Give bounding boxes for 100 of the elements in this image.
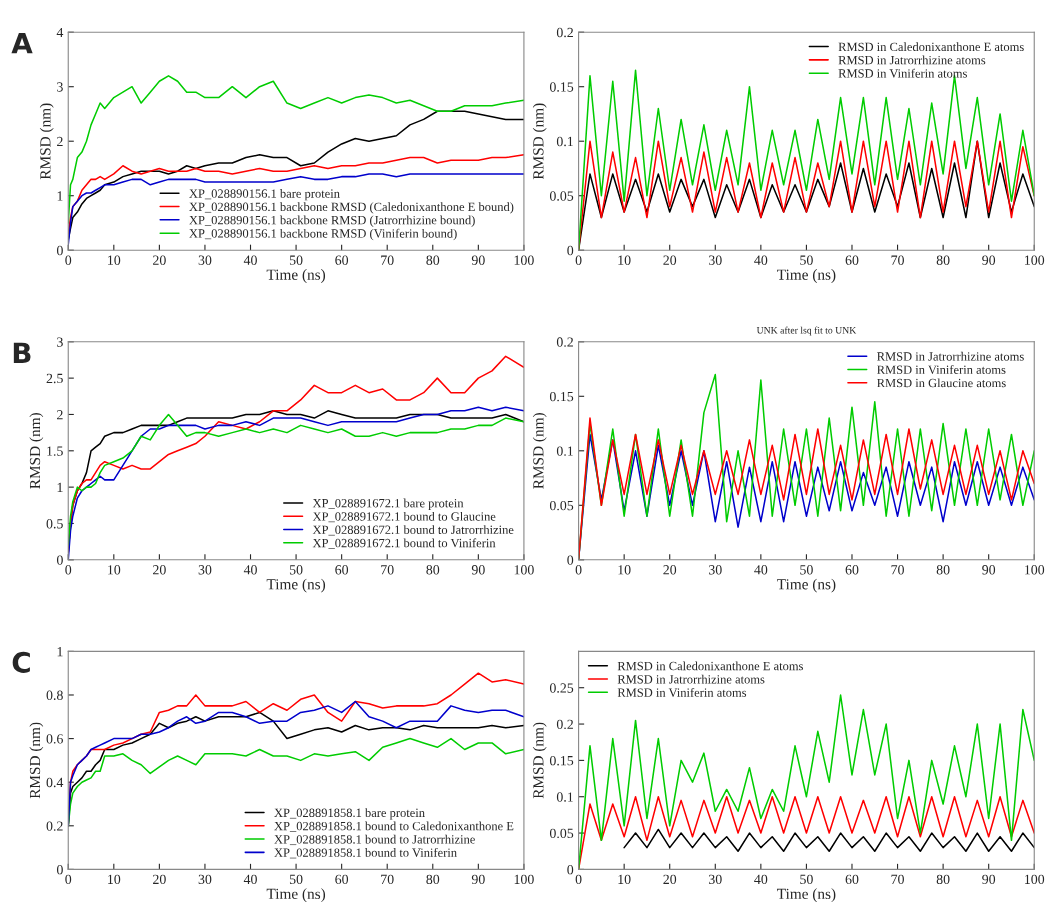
x-tick-label: 20: [153, 255, 166, 265]
legend-label: XP_028890156.1 backbone RMSD (Viniferin bound): [189, 228, 457, 241]
x-tick-label: 30: [709, 255, 722, 265]
y-tick-label: 0.8: [46, 690, 63, 700]
legend-label: RMSD in Jatrorrhizine atoms: [838, 55, 986, 65]
legend-label: XP_028891858.1 bound to Viniferin: [274, 847, 457, 859]
x-tick-label: 20: [663, 565, 677, 575]
x-tick-label: 40: [243, 255, 257, 265]
x-tick-label: 50: [800, 255, 813, 265]
x-tick-label: 90: [471, 874, 485, 885]
x-tick-label: 10: [108, 874, 121, 885]
x-tick-label: 100: [514, 565, 534, 575]
x-tick-label: 0: [575, 565, 582, 575]
y-tick-label: 0.25: [549, 683, 574, 693]
y-tick-label: 0: [56, 245, 63, 256]
y-tick-label: 0.2: [46, 821, 63, 831]
y-tick-label: 0.4: [46, 777, 64, 788]
x-tick-label: 80: [426, 874, 440, 885]
y-tick-label: 1.5: [47, 446, 63, 456]
x-tick-label: 50: [800, 874, 813, 885]
legend-label: XP_028890156.1 backbone RMSD (Caledonixanthone E bound): [189, 202, 514, 214]
x-axis-title: Time (ns): [266, 578, 326, 593]
x-tick-label: 30: [709, 565, 722, 575]
y-tick-label: 0.1: [556, 136, 573, 147]
x-tick-label: 30: [198, 565, 212, 575]
y-tick-label: 0.05: [549, 828, 574, 839]
x-tick-label: 60: [335, 565, 349, 575]
y-tick-label: 0.2: [556, 337, 573, 347]
x-tick-label: 70: [891, 565, 904, 575]
x-tick-label: 60: [335, 255, 349, 265]
y-tick-label: 2: [57, 136, 63, 147]
x-tick-label: 80: [936, 565, 950, 575]
y-axis-title: RMSD (nm): [532, 722, 547, 799]
y-tick-label: 1: [57, 482, 63, 492]
legend-label: RMSD in Glaucine atoms: [877, 378, 1006, 388]
x-tick-label: 100: [514, 874, 534, 885]
legend-label: RMSD in Caledonixanthone E atoms: [617, 661, 803, 671]
legend-label: XP_028890156.1 backbone RMSD (Jatrorrhizine bound): [189, 215, 475, 227]
y-tick-label: 2.5: [46, 373, 63, 384]
legend-label: XP_028891858.1 bare protein: [274, 808, 425, 820]
y-tick-label: 0.5: [46, 519, 63, 529]
y-tick-label: 0: [567, 555, 574, 565]
x-tick-label: 10: [618, 565, 631, 575]
x-tick-label: 100: [1025, 255, 1045, 265]
x-tick-label: 0: [65, 255, 72, 265]
x-tick-label: 20: [153, 565, 166, 575]
legend-label: RMSD in Viniferin atoms: [617, 687, 747, 697]
x-tick-label: 60: [845, 874, 859, 885]
x-tick-label: 40: [754, 255, 768, 265]
x-tick-label: 90: [982, 874, 996, 885]
x-tick-label: 0: [65, 874, 72, 885]
x-tick-label: 50: [289, 565, 303, 575]
x-axis-title: Time (ns): [777, 888, 836, 903]
x-axis-title: Time (ns): [777, 269, 836, 283]
x-tick-label: 70: [381, 874, 394, 885]
legend-label: XP_028891672.1 bound to Jatrorrhizine: [312, 525, 514, 536]
x-tick-label: 30: [198, 255, 212, 265]
text: A: [11, 33, 33, 54]
y-tick-label: 0.6: [46, 734, 63, 744]
x-tick-label: 90: [982, 255, 996, 265]
legend-label: XP_028891858.1 bound to Jatrorrhizine: [274, 834, 475, 846]
legend-label: XP_028891672.1 bound to Glaucine: [312, 511, 496, 523]
y-tick-label: 1: [57, 191, 63, 201]
y-tick-label: 0: [567, 864, 574, 875]
x-tick-label: 60: [335, 874, 349, 885]
x-axis-title: Time (ns): [777, 578, 836, 593]
text: C: [12, 651, 30, 673]
legend-label: RMSD in Caledonixanthone E atoms: [838, 42, 1024, 52]
chart-title: UNK after lsq fit to UNK: [756, 326, 857, 336]
x-tick-label: 80: [426, 255, 440, 265]
y-tick-label: 0.05: [549, 191, 574, 201]
y-tick-label: 0.15: [549, 82, 574, 92]
x-tick-label: 90: [471, 565, 485, 575]
y-tick-label: 0.1: [556, 792, 573, 802]
x-tick-label: 70: [891, 255, 904, 265]
y-axis-title: RMSD (nm): [29, 413, 44, 489]
x-tick-label: 60: [845, 565, 859, 575]
y-tick-label: 0.05: [549, 500, 574, 511]
legend-label: RMSD in Jatrorrhizine atoms: [617, 674, 765, 684]
x-tick-label: 40: [243, 874, 257, 885]
x-tick-label: 30: [709, 874, 722, 885]
y-tick-label: 2: [57, 410, 63, 420]
x-tick-label: 50: [289, 255, 303, 265]
y-tick-label: 0.15: [549, 391, 574, 402]
x-tick-label: 100: [1025, 874, 1045, 885]
x-tick-label: 10: [108, 565, 121, 575]
y-tick-label: 3: [57, 82, 63, 92]
legend-label: XP_028891672.1 bound to Viniferin: [312, 538, 496, 549]
x-tick-label: 60: [845, 255, 859, 265]
x-tick-label: 10: [108, 255, 121, 265]
y-axis-title: RMSD (nm): [39, 103, 54, 180]
y-tick-label: 0: [567, 245, 574, 256]
text: B: [13, 342, 31, 363]
x-tick-label: 0: [65, 565, 72, 575]
y-tick-label: 1: [57, 647, 63, 657]
legend-label: XP_028891672.1 bare protein: [312, 498, 464, 510]
x-tick-label: 30: [198, 874, 212, 885]
legend-label: RMSD in Viniferin atoms: [877, 365, 1006, 375]
x-tick-label: 90: [471, 255, 485, 265]
y-tick-label: 0: [56, 555, 63, 565]
